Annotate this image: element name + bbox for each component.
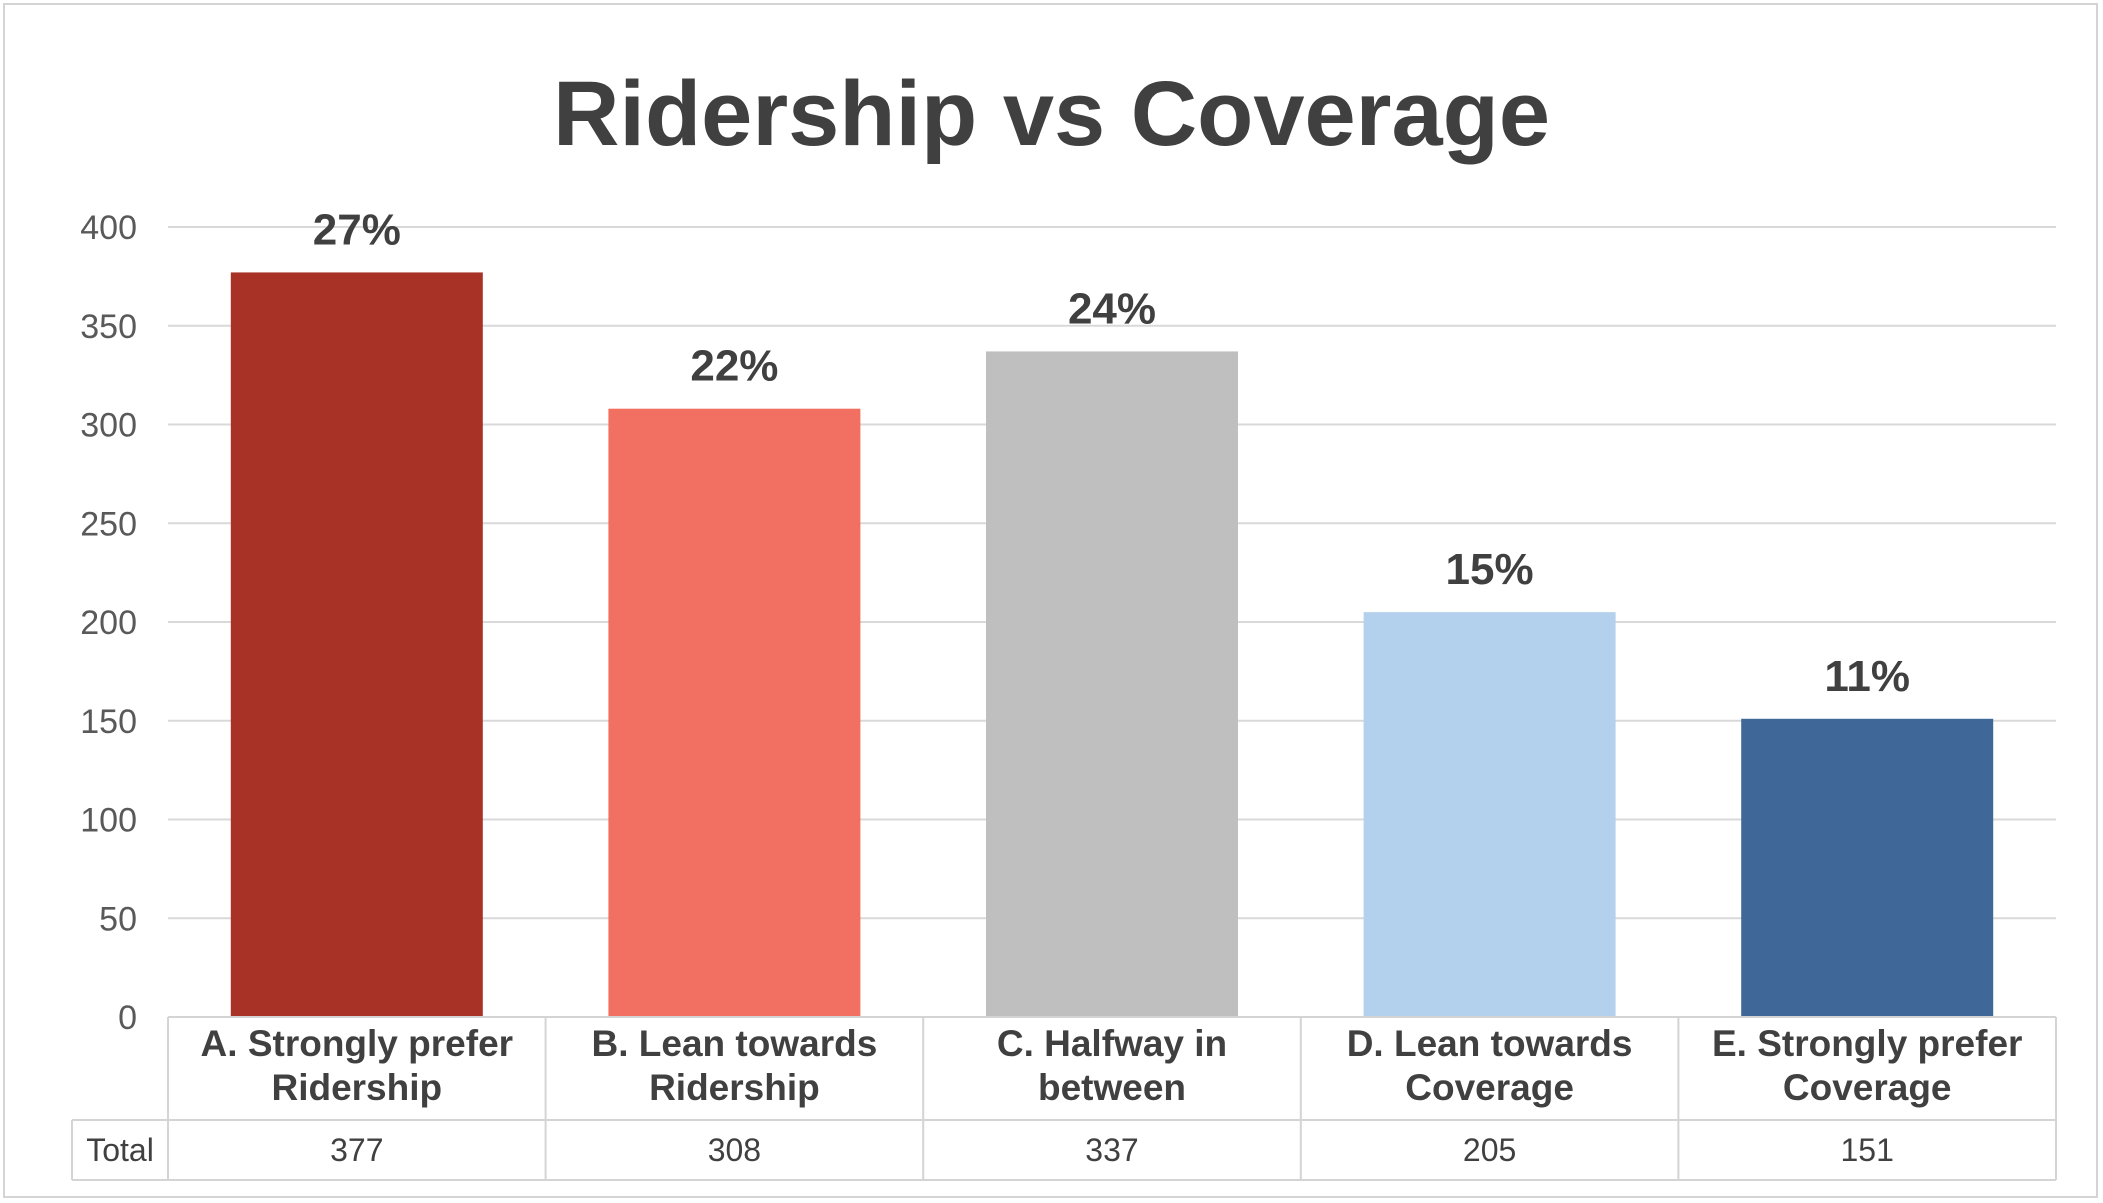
chart-title: Ridership vs Coverage <box>552 63 1551 165</box>
category-label: Coverage <box>1405 1067 1574 1108</box>
y-tick-label: 50 <box>99 900 137 938</box>
data-label: 27% <box>313 205 401 254</box>
y-tick-label: 100 <box>80 802 137 840</box>
y-tick-label: 350 <box>80 308 137 346</box>
table-cell: 337 <box>1085 1132 1138 1168</box>
y-tick-label: 250 <box>80 505 137 543</box>
bar <box>986 351 1238 1017</box>
bar <box>230 272 483 1017</box>
category-label: Coverage <box>1783 1067 1952 1108</box>
data-label: 24% <box>1068 284 1156 333</box>
bar <box>1741 718 1994 1017</box>
table-cell: 308 <box>708 1132 761 1168</box>
table-cell: 205 <box>1463 1132 1516 1168</box>
category-label: C. Halfway in <box>997 1023 1227 1064</box>
category-label: E. Strongly prefer <box>1712 1023 2022 1064</box>
bar <box>608 408 861 1017</box>
category-label: Ridership <box>271 1067 442 1108</box>
y-tick-label: 400 <box>80 209 137 247</box>
category-label: D. Lean towards <box>1347 1023 1633 1064</box>
category-label: between <box>1038 1067 1186 1108</box>
y-tick-label: 300 <box>80 407 137 445</box>
table-cell: 151 <box>1841 1132 1894 1168</box>
category-label: Ridership <box>649 1067 820 1108</box>
category-label: A. Strongly prefer <box>201 1023 514 1064</box>
data-label: 22% <box>690 342 778 391</box>
bar <box>1363 612 1616 1017</box>
table-row-label: Total <box>86 1132 154 1168</box>
table-cell: 377 <box>330 1132 383 1168</box>
data-label: 15% <box>1446 545 1534 594</box>
category-label: B. Lean towards <box>592 1023 878 1064</box>
y-tick-label: 0 <box>118 999 137 1037</box>
y-tick-label: 200 <box>80 604 137 642</box>
y-tick-label: 150 <box>80 703 137 741</box>
data-label: 11% <box>1824 652 1910 701</box>
